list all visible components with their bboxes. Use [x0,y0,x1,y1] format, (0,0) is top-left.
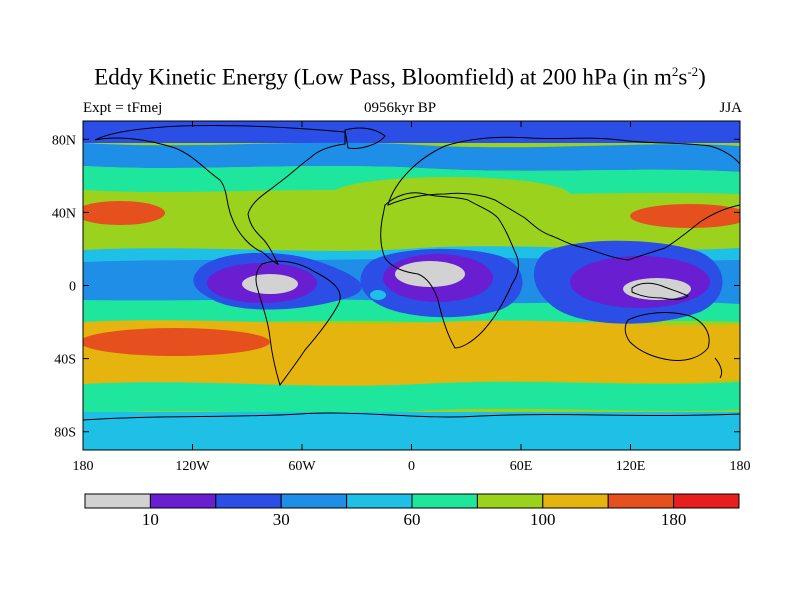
colorbar: 10 30 60 100 180 [84,493,740,529]
colorbar-box [607,493,675,509]
colorbar-label: 180 [661,510,687,529]
colorbar-box [476,493,544,509]
eke-field [83,121,740,450]
field-max-north-pacific-west [83,201,165,225]
colorbar-label: 30 [273,510,290,529]
lat-tick-label: 40S [54,353,76,368]
colorbar-box [411,493,478,509]
lon-tick-label: 180 [73,459,94,474]
experiment-label: Expt = tFmej [83,100,163,116]
lon-tick-label: 120E [616,459,646,474]
lat-tick-label: 80N [52,133,76,148]
coast-antarctica [83,412,740,421]
coast-africa [380,192,519,349]
lon-tick-label: 60E [510,459,533,474]
lat-tick-label: 80S [54,426,76,441]
coast-greenland [344,127,386,149]
colorbar-box [542,493,609,509]
colorbar-label: 60 [404,510,421,529]
field-max-eurasia [330,177,570,213]
colorbar-box [280,493,348,509]
latitude-axis: 80N 40N 0 40S 80S [52,133,740,441]
lon-tick-label: 120W [175,459,210,474]
lon-tick-label: 180 [730,459,751,474]
field-low-africa [395,261,465,287]
field-band-north-high [83,142,740,172]
field-max-north-pacific-east [630,204,740,228]
colorbar-box [149,493,217,509]
colorbar-label: 100 [530,510,556,529]
coast-australia [624,312,710,361]
colorbar-label: 10 [142,510,159,529]
field-low-amazon [242,274,298,294]
colorbar-box [215,493,282,509]
coast-borneo-sumatra [631,282,689,300]
lon-tick-label: 60W [288,459,316,474]
colorbar-box [673,493,740,509]
plot-title: Eddy Kinetic Energy (Low Pass, Bloomfiel… [94,64,706,90]
lon-tick-label: 0 [408,459,415,474]
coast-south-america [255,260,341,387]
season-label: JJA [719,100,742,116]
colorbar-box [84,493,151,509]
longitude-axis: 180 120W 60W 0 60E 120E 180 [73,121,751,474]
field-low-maritime [623,278,691,300]
field-max-south-pacific [83,328,270,356]
lat-tick-label: 0 [69,280,76,295]
coast-new-zealand [714,357,723,379]
time-label: 0956kyr BP [363,100,437,116]
field-max-south-indian [450,324,670,356]
coastlines [83,124,740,421]
coast-north-america [94,124,346,265]
field-band-south-high [83,382,740,414]
field-spot-atlantic [370,290,386,300]
coast-eurasia [387,136,740,261]
colorbar-box [346,493,413,509]
field-band-south-polar [83,412,740,450]
lat-tick-label: 40N [52,206,76,221]
